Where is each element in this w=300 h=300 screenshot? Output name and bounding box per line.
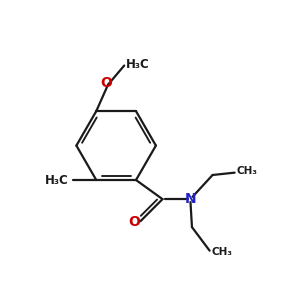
Text: O: O: [128, 215, 140, 230]
Text: CH₃: CH₃: [236, 167, 257, 176]
Text: H₃C: H₃C: [44, 173, 68, 187]
Text: CH₃: CH₃: [212, 248, 233, 257]
Text: H₃C: H₃C: [126, 58, 149, 71]
Text: O: O: [100, 76, 112, 91]
Text: N: N: [185, 192, 196, 206]
